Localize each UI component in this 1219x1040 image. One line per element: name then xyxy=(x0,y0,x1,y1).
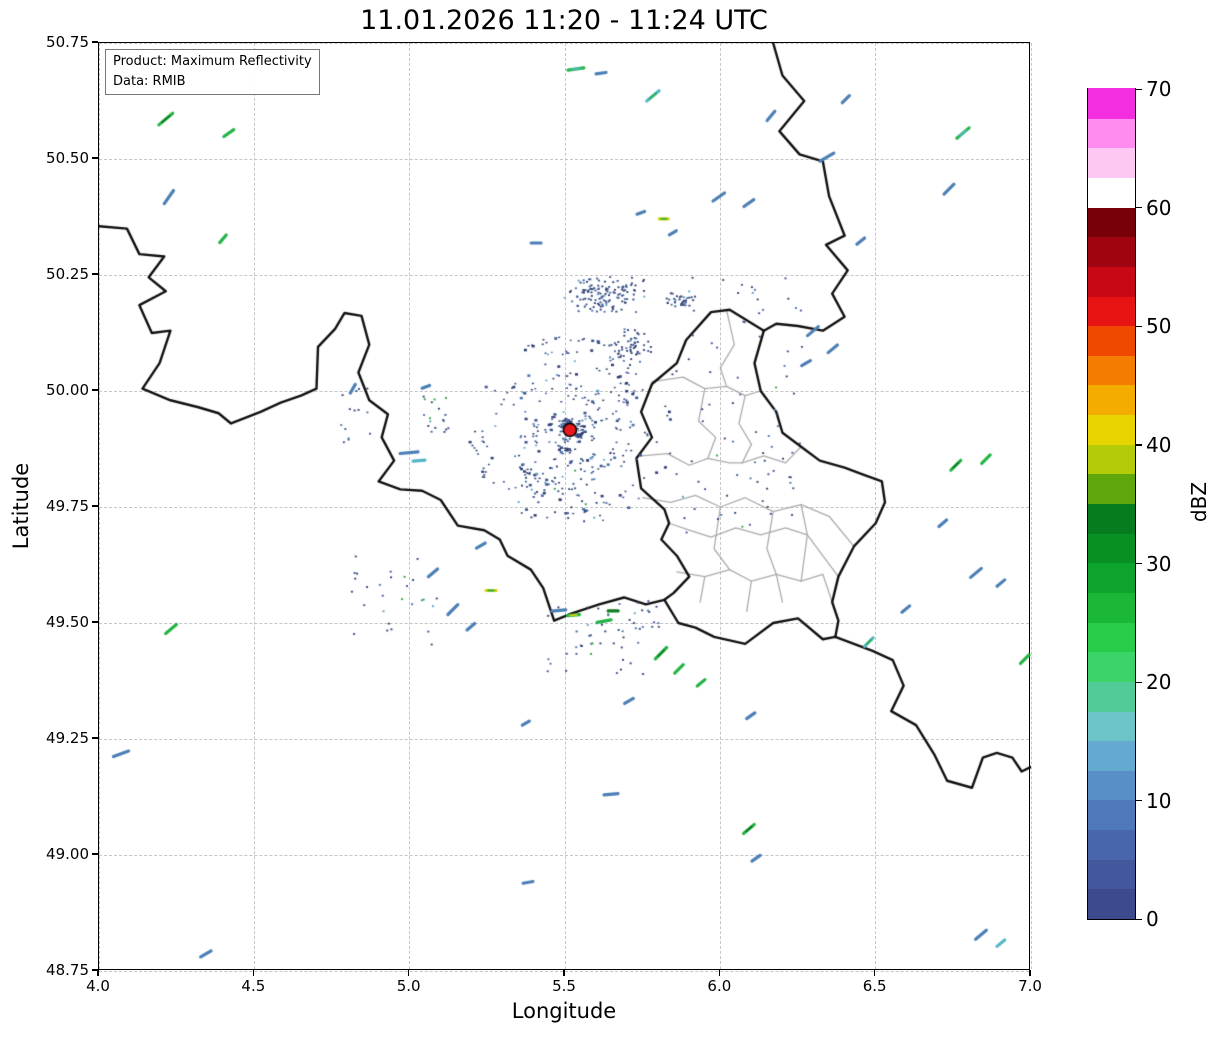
x-tick-label: 6.0 xyxy=(707,977,732,995)
colorbar-band xyxy=(1088,177,1135,208)
y-tick-label: 50.25 xyxy=(46,265,89,283)
colorbar-band xyxy=(1088,770,1135,801)
x-tick-label: 7.0 xyxy=(1018,977,1042,995)
y-tick-mark xyxy=(92,389,98,391)
grid-line-vertical xyxy=(1030,43,1032,969)
colorbar-band xyxy=(1088,562,1135,593)
colorbar-band xyxy=(1088,799,1135,831)
colorbar-tick-mark xyxy=(1136,800,1142,802)
colorbar-band xyxy=(1088,621,1135,653)
y-tick-label: 49.00 xyxy=(46,845,89,863)
x-tick-label: 4.0 xyxy=(86,977,110,995)
colorbar-band xyxy=(1088,710,1135,742)
colorbar-band xyxy=(1088,532,1135,564)
y-tick-mark xyxy=(92,737,98,739)
data-source-label: Data: RMIB xyxy=(113,73,186,89)
y-tick-mark xyxy=(92,853,98,855)
colorbar-tick-label: 60 xyxy=(1146,195,1172,220)
colorbar-tick-label: 70 xyxy=(1146,77,1172,102)
y-tick-mark xyxy=(92,273,98,275)
colorbar-band xyxy=(1088,740,1135,771)
radar-map-canvas xyxy=(99,43,1031,971)
x-axis-label: Longitude xyxy=(511,999,617,1023)
y-tick-mark xyxy=(92,41,98,43)
y-tick-mark xyxy=(92,969,98,971)
colorbar-band xyxy=(1088,651,1135,682)
x-tick-mark xyxy=(408,970,410,976)
colorbar-tick-label: 50 xyxy=(1146,314,1172,339)
colorbar-band xyxy=(1088,444,1135,475)
x-tick-mark xyxy=(718,970,720,976)
colorbar-band xyxy=(1088,236,1135,267)
y-axis-label: Latitude xyxy=(9,462,33,550)
colorbar-tick-mark xyxy=(1136,681,1142,683)
colorbar-tick-mark xyxy=(1136,207,1142,209)
colorbar-tick-label: 10 xyxy=(1146,788,1172,813)
colorbar-band xyxy=(1088,503,1135,534)
colorbar-tick-mark xyxy=(1136,918,1142,920)
product-info-box: Product: Maximum Reflectivity Data: RMIB xyxy=(105,49,320,95)
x-tick-label: 6.5 xyxy=(862,977,887,995)
colorbar-tick-label: 20 xyxy=(1146,670,1172,695)
colorbar-band xyxy=(1088,384,1135,416)
colorbar-tick-label: 40 xyxy=(1146,433,1172,457)
x-tick-mark xyxy=(97,970,99,976)
y-tick-label: 49.25 xyxy=(46,729,89,747)
colorbar-band xyxy=(1088,117,1135,149)
x-tick-label: 5.5 xyxy=(552,977,576,995)
y-tick-label: 50.75 xyxy=(46,33,89,51)
plot-title: 11.01.2026 11:20 - 11:24 UTC xyxy=(360,5,768,36)
y-tick-label: 50.00 xyxy=(46,381,89,399)
colorbar-tick-label: 30 xyxy=(1146,551,1172,576)
y-tick-label: 50.50 xyxy=(46,149,89,167)
colorbar-band xyxy=(1088,355,1135,386)
colorbar-band xyxy=(1088,592,1135,623)
colorbar-band xyxy=(1088,473,1135,504)
colorbar-tick-mark xyxy=(1136,325,1142,328)
x-tick-mark xyxy=(1029,970,1031,976)
colorbar-band xyxy=(1088,295,1135,327)
x-tick-mark xyxy=(874,970,876,976)
y-tick-label: 48.75 xyxy=(46,961,89,979)
y-tick-label: 49.50 xyxy=(46,613,89,631)
colorbar-band xyxy=(1088,859,1135,890)
colorbar-label: dBZ xyxy=(1187,481,1211,523)
colorbar-band xyxy=(1088,414,1135,445)
x-tick-mark xyxy=(563,970,565,976)
colorbar xyxy=(1087,88,1136,920)
colorbar-band xyxy=(1088,147,1135,178)
colorbar-band xyxy=(1088,266,1135,297)
x-tick-mark xyxy=(252,970,254,976)
y-tick-mark xyxy=(92,157,98,159)
colorbar-tick-mark xyxy=(1136,444,1142,446)
colorbar-band xyxy=(1088,88,1135,119)
colorbar-band xyxy=(1088,325,1135,356)
x-tick-label: 4.5 xyxy=(241,977,266,995)
colorbar-band xyxy=(1088,888,1135,919)
y-tick-label: 49.75 xyxy=(46,497,89,515)
colorbar-band xyxy=(1088,681,1135,712)
y-tick-mark xyxy=(92,505,98,507)
product-label: Product: Maximum Reflectivity xyxy=(113,54,312,69)
plot-area: Product: Maximum Reflectivity Data: RMIB xyxy=(98,42,1032,972)
colorbar-band xyxy=(1088,829,1135,860)
colorbar-tick-mark xyxy=(1136,88,1142,90)
colorbar-tick-mark xyxy=(1136,562,1142,565)
colorbar-tick-label: 0 xyxy=(1146,907,1159,932)
colorbar-band xyxy=(1088,206,1135,238)
y-tick-mark xyxy=(92,621,98,623)
x-tick-label: 5.0 xyxy=(396,977,421,995)
